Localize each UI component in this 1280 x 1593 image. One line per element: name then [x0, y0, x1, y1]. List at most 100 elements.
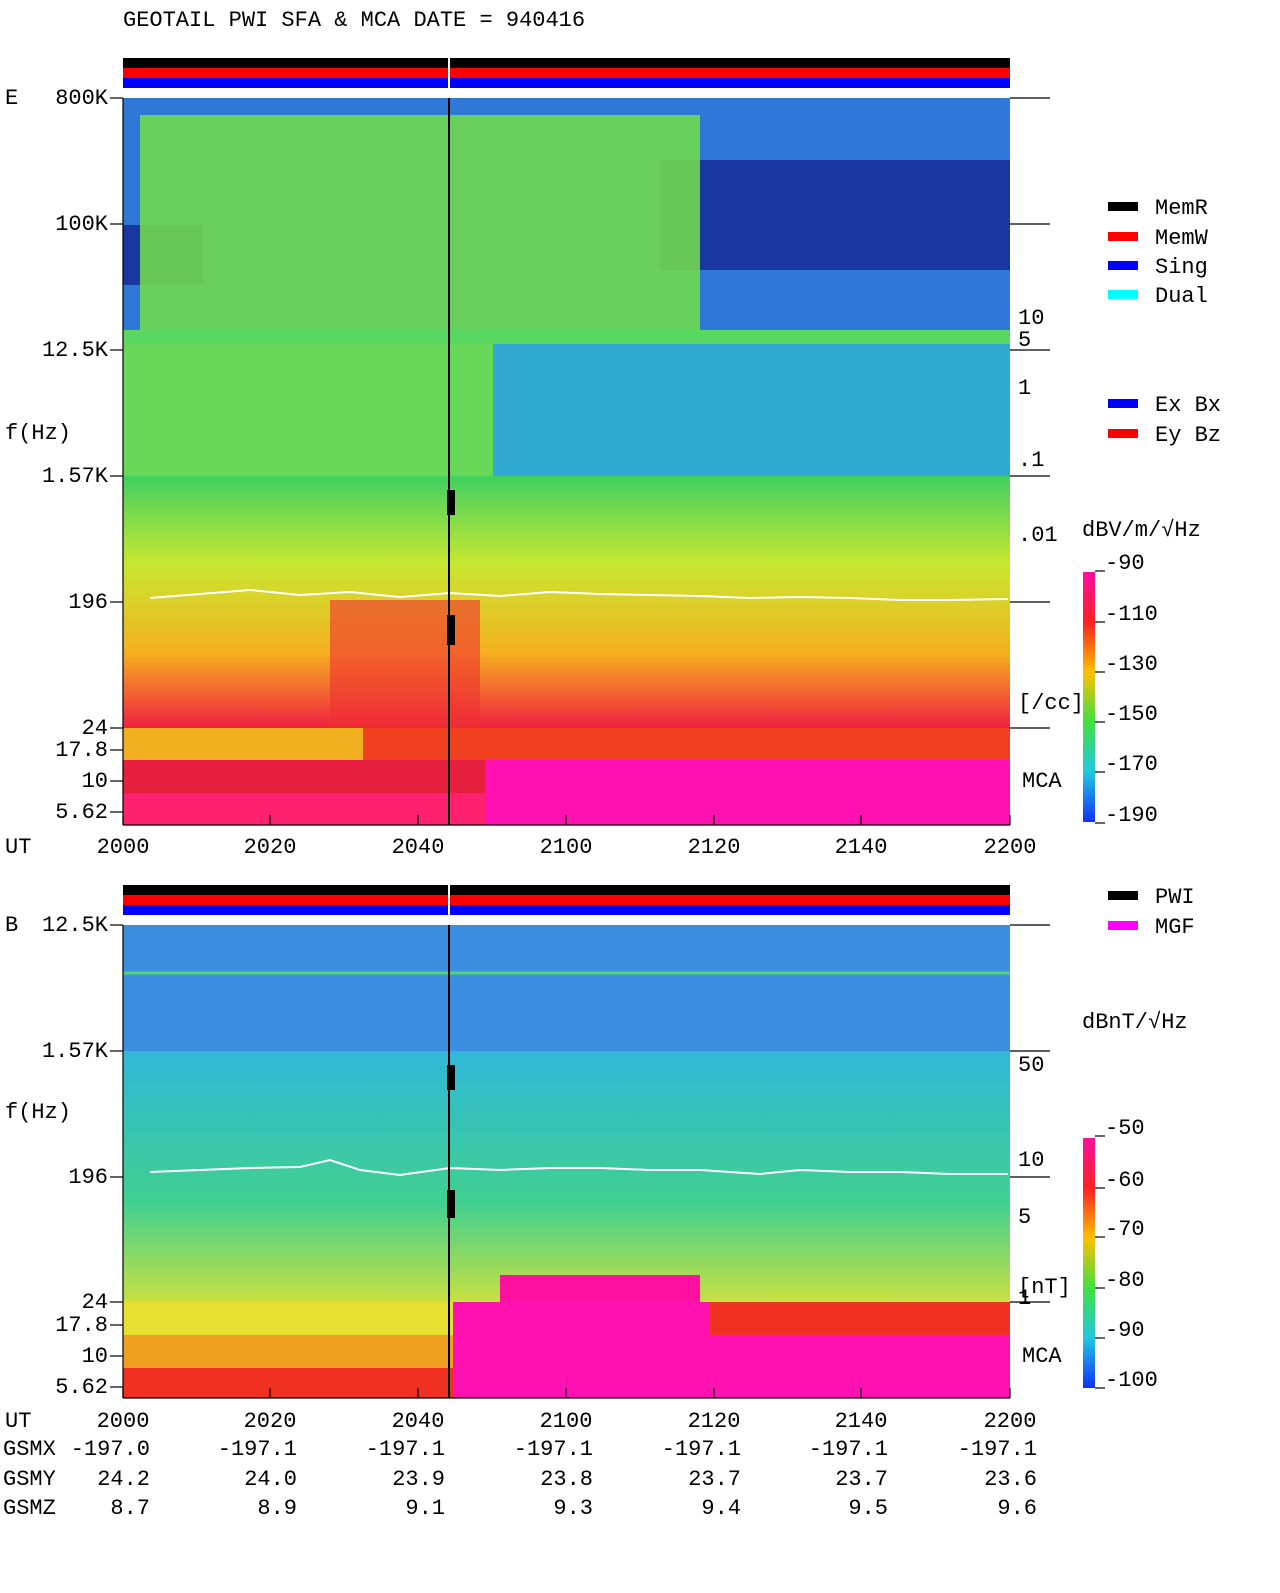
right-label: 10 — [1018, 306, 1044, 331]
right-label: .1 — [1018, 448, 1044, 473]
ephemeris-value: 8.7 — [110, 1496, 150, 1521]
x-tick-label: 2020 — [244, 835, 297, 860]
legend-label: MGF — [1155, 915, 1195, 940]
mca-label: MCA — [1022, 1344, 1062, 1369]
ephemeris-value: 9.6 — [997, 1496, 1037, 1521]
y-tick-label: 1.57K — [42, 1039, 109, 1064]
colorbar-tick-label: -50 — [1105, 1116, 1145, 1141]
x-tick-label: 2040 — [392, 1409, 445, 1434]
ephemeris-value: -197.1 — [662, 1437, 741, 1462]
legend-label: MemR — [1155, 196, 1208, 221]
colorbar-unit: dBnT/√Hz — [1082, 1010, 1188, 1035]
right-label: 1 — [1018, 376, 1031, 401]
y-tick-label: 24 — [82, 1290, 108, 1315]
y-tick-label: 196 — [68, 1165, 108, 1190]
colorbar-tick-label: -60 — [1105, 1168, 1145, 1193]
legend-swatch — [1108, 399, 1138, 408]
colorbar-tick-label: -130 — [1105, 652, 1158, 677]
ephemeris-value: 9.3 — [553, 1496, 593, 1521]
colorbar-tick-label: -190 — [1105, 803, 1158, 828]
ephemeris-value: -197.1 — [218, 1437, 297, 1462]
y-tick-label: 17.8 — [55, 1313, 108, 1338]
right-label: .01 — [1018, 523, 1058, 548]
colorbar-tick-label: -90 — [1105, 1318, 1145, 1343]
x-tick-label: 2020 — [244, 1409, 297, 1434]
panel-label: B — [5, 913, 18, 938]
y-tick-label: 800K — [55, 86, 109, 111]
legend-label: Sing — [1155, 255, 1208, 280]
legend-swatch — [1108, 290, 1138, 299]
ephemeris-label: GSMZ — [3, 1496, 56, 1521]
right-label: 1 — [1018, 1286, 1031, 1311]
panel-label: E — [5, 86, 18, 111]
legend-swatch — [1108, 921, 1138, 930]
legend-swatch — [1108, 891, 1138, 900]
colorbar-tick-label: -110 — [1105, 602, 1158, 627]
ephemeris-value: 9.1 — [405, 1496, 445, 1521]
x-tick-label: 2200 — [984, 835, 1037, 860]
x-tick-label: 2120 — [688, 835, 741, 860]
ephemeris-value: 24.2 — [97, 1467, 150, 1492]
colorbar-tick-label: -100 — [1105, 1368, 1158, 1393]
legend-swatch — [1108, 202, 1138, 211]
ephemeris-value: -197.0 — [71, 1437, 150, 1462]
legend-label: Ey Bz — [1155, 423, 1221, 448]
spectrogram — [123, 925, 1010, 1398]
y-tick-label: 196 — [68, 590, 108, 615]
x-axis-label: UT — [5, 1409, 31, 1434]
x-tick-label: 2140 — [835, 1409, 888, 1434]
ephemeris-value: 23.7 — [835, 1467, 888, 1492]
legend-label: Ex Bx — [1155, 393, 1221, 418]
ephemeris-value: 8.9 — [257, 1496, 297, 1521]
y-axis-label: f(Hz) — [5, 421, 71, 446]
x-tick-label: 2140 — [835, 835, 888, 860]
y-tick-label: 12.5K — [42, 338, 109, 363]
spectrogram — [123, 98, 1010, 825]
ephemeris-value: 23.6 — [984, 1467, 1037, 1492]
ephemeris-value: -197.1 — [514, 1437, 593, 1462]
legend-label: MemW — [1155, 226, 1209, 251]
x-tick-label: 2000 — [97, 1409, 150, 1434]
y-axis-label: f(Hz) — [5, 1100, 71, 1125]
colorbar — [1083, 572, 1095, 822]
y-tick-label: 100K — [55, 212, 109, 237]
x-tick-label: 2100 — [540, 1409, 593, 1434]
colorbar — [1083, 1138, 1095, 1388]
ephemeris-value: 9.4 — [701, 1496, 741, 1521]
title: GEOTAIL PWI SFA & MCA DATE = 940416 — [123, 8, 585, 33]
status-bars — [123, 58, 1010, 88]
legend-swatch — [1108, 429, 1138, 438]
right-label: 5 — [1018, 1205, 1031, 1230]
ephemeris-value: 23.8 — [540, 1467, 593, 1492]
y-tick-label: 10 — [82, 1344, 108, 1369]
ephemeris-value: 24.0 — [244, 1467, 297, 1492]
legend-swatch — [1108, 232, 1138, 241]
y-tick-label: 10 — [82, 769, 108, 794]
x-tick-label: 2040 — [392, 835, 445, 860]
ephemeris-label: GSMX — [3, 1437, 56, 1462]
colorbar-tick-label: -150 — [1105, 702, 1158, 727]
y-tick-label: 5.62 — [55, 800, 108, 825]
x-tick-label: 2000 — [97, 835, 150, 860]
ephemeris-value: -197.1 — [366, 1437, 445, 1462]
x-tick-label: 2100 — [540, 835, 593, 860]
x-tick-label: 2120 — [688, 1409, 741, 1434]
colorbar-tick-label: -70 — [1105, 1217, 1145, 1242]
right-label: 50 — [1018, 1053, 1044, 1078]
colorbar-unit: dBV/m/√Hz — [1082, 518, 1201, 543]
right-label: [nT] — [1018, 1275, 1071, 1300]
y-tick-label: 5.62 — [55, 1375, 108, 1400]
y-tick-label: 12.5K — [42, 913, 109, 938]
ephemeris-label: GSMY — [3, 1467, 56, 1492]
y-tick-label: 1.57K — [42, 464, 109, 489]
colorbar-tick-label: -90 — [1105, 551, 1145, 576]
status-bars — [123, 885, 1010, 915]
ephemeris-value: 9.5 — [848, 1496, 888, 1521]
x-tick-label: 2200 — [984, 1409, 1037, 1434]
ephemeris-value: -197.1 — [809, 1437, 888, 1462]
right-label: 5 — [1018, 328, 1031, 353]
mca-label: MCA — [1022, 769, 1062, 794]
right-label: [/cc] — [1018, 691, 1084, 716]
colorbar-tick-label: -80 — [1105, 1268, 1145, 1293]
